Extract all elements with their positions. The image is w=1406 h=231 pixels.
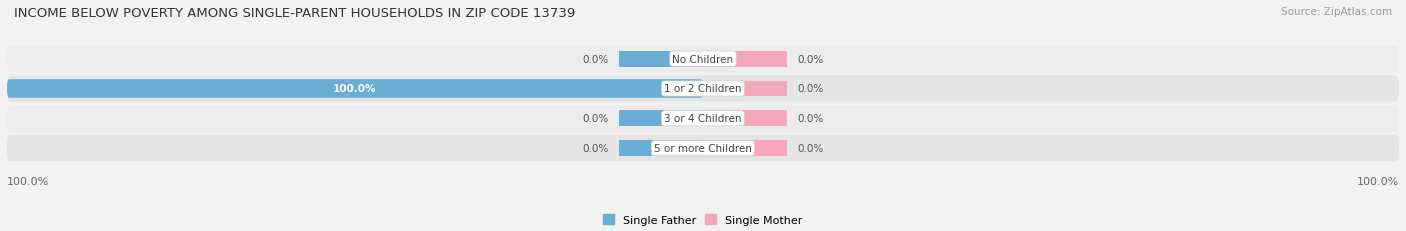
Bar <box>703 111 786 127</box>
Text: 1 or 2 Children: 1 or 2 Children <box>664 84 742 94</box>
FancyBboxPatch shape <box>7 80 703 98</box>
Bar <box>620 111 703 127</box>
Text: 3 or 4 Children: 3 or 4 Children <box>664 114 742 124</box>
Text: 0.0%: 0.0% <box>797 143 823 153</box>
Bar <box>620 141 703 156</box>
Text: 0.0%: 0.0% <box>583 55 609 64</box>
FancyBboxPatch shape <box>7 106 1399 132</box>
Text: 0.0%: 0.0% <box>583 114 609 124</box>
Text: 0.0%: 0.0% <box>797 84 823 94</box>
Text: INCOME BELOW POVERTY AMONG SINGLE-PARENT HOUSEHOLDS IN ZIP CODE 13739: INCOME BELOW POVERTY AMONG SINGLE-PARENT… <box>14 7 575 20</box>
Legend: Single Father, Single Mother: Single Father, Single Mother <box>599 210 807 229</box>
Bar <box>703 141 786 156</box>
Text: 0.0%: 0.0% <box>583 143 609 153</box>
Bar <box>620 81 703 97</box>
Bar <box>703 52 786 67</box>
Text: 100.0%: 100.0% <box>1357 177 1399 187</box>
FancyBboxPatch shape <box>7 46 1399 73</box>
FancyBboxPatch shape <box>7 135 1399 161</box>
Text: 100.0%: 100.0% <box>7 177 49 187</box>
FancyBboxPatch shape <box>7 76 1399 102</box>
Text: 0.0%: 0.0% <box>797 55 823 64</box>
Text: No Children: No Children <box>672 55 734 64</box>
Text: Source: ZipAtlas.com: Source: ZipAtlas.com <box>1281 7 1392 17</box>
Bar <box>703 81 786 97</box>
Text: 5 or more Children: 5 or more Children <box>654 143 752 153</box>
Text: 100.0%: 100.0% <box>333 84 377 94</box>
Text: 0.0%: 0.0% <box>797 114 823 124</box>
Bar <box>620 52 703 67</box>
